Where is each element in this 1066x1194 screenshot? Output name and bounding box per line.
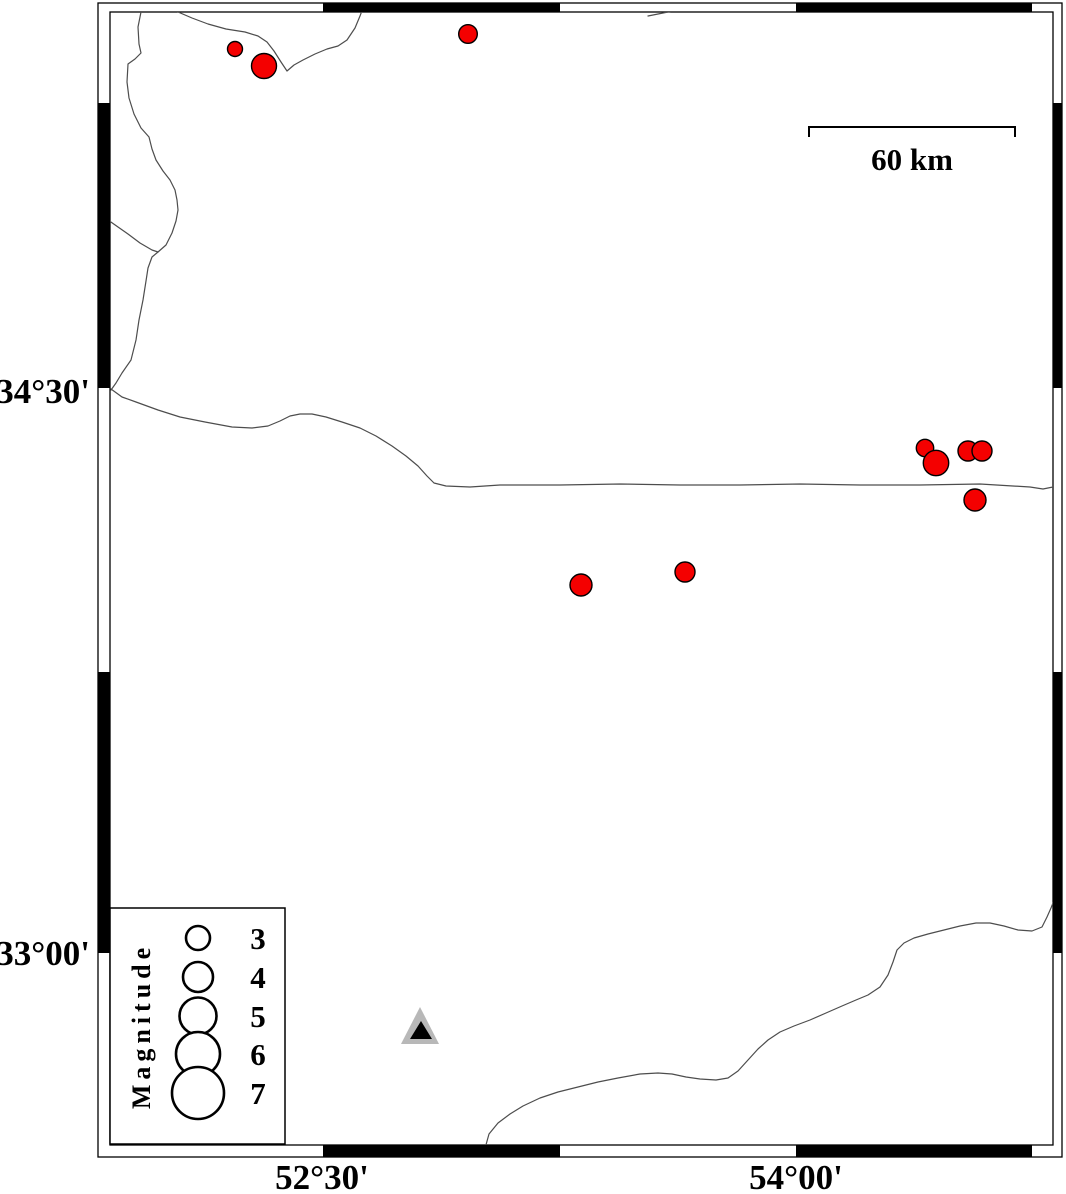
geo-line-northwest-road (110, 12, 179, 391)
earthquake-marker (971, 440, 993, 462)
scale-bar-label: 60 km (871, 142, 953, 177)
longitude-label-52-30: 52°30' (275, 1158, 369, 1194)
latitude-label-33-00: 33°00' (0, 934, 90, 973)
frame-tick-segment (98, 103, 110, 388)
legend-circle-magnitude-7 (170, 1065, 226, 1121)
frame-tick-segment (796, 1145, 1032, 1157)
frame-tick-segment (98, 672, 110, 953)
earthquake-marker (458, 24, 479, 45)
earthquake-marker (226, 40, 244, 58)
legend-magnitude-value: 4 (250, 960, 266, 995)
map-frame (97, 2, 1063, 1158)
latitude-label-34-30: 34°30' (0, 372, 90, 411)
frame-tick-segment (323, 3, 560, 12)
frame-tick-segment (1053, 672, 1062, 953)
scale-bar-line (808, 126, 1016, 137)
magnitude-legend: 3 4 56 7 (109, 907, 286, 1145)
earthquake-marker (569, 573, 593, 597)
station-marker (401, 1007, 439, 1044)
geo-line-north-east-arc (647, 12, 672, 17)
frame-tick-segment (1053, 103, 1062, 388)
legend-magnitude-value: 7 (250, 1076, 266, 1111)
frame-outer (97, 2, 1063, 1158)
geo-line-north-valley-road (177, 12, 363, 72)
frame-tick-segment (323, 1145, 560, 1157)
earthquake-marker (674, 561, 696, 583)
legend-circle-magnitude-3 (184, 924, 212, 952)
geo-line-northwest-road-branch (110, 220, 159, 253)
station-triangle-inner (410, 1021, 432, 1039)
frame-inner (109, 11, 1054, 1146)
legend-circle-magnitude-4 (181, 960, 215, 994)
legend-circle-magnitude-5 (178, 996, 218, 1036)
earthquake-marker (963, 488, 987, 512)
scale-bar (808, 126, 1016, 137)
legend-magnitude-value: 5 (250, 999, 266, 1034)
earthquake-epicenters (226, 24, 993, 597)
geographic-lines (110, 12, 1053, 1145)
frame-tick-segment (796, 3, 1032, 12)
longitude-label-54-00: 54°00' (749, 1158, 843, 1194)
legend-magnitude-value: 6 (250, 1037, 266, 1072)
legend-magnitude-value: 3 (250, 921, 266, 956)
earthquake-marker (250, 52, 278, 80)
geo-line-east-west-road (110, 388, 1053, 490)
geo-line-southeast-river (485, 902, 1053, 1145)
legend-title: Magnitude (127, 943, 156, 1109)
earthquake-marker (922, 449, 950, 477)
